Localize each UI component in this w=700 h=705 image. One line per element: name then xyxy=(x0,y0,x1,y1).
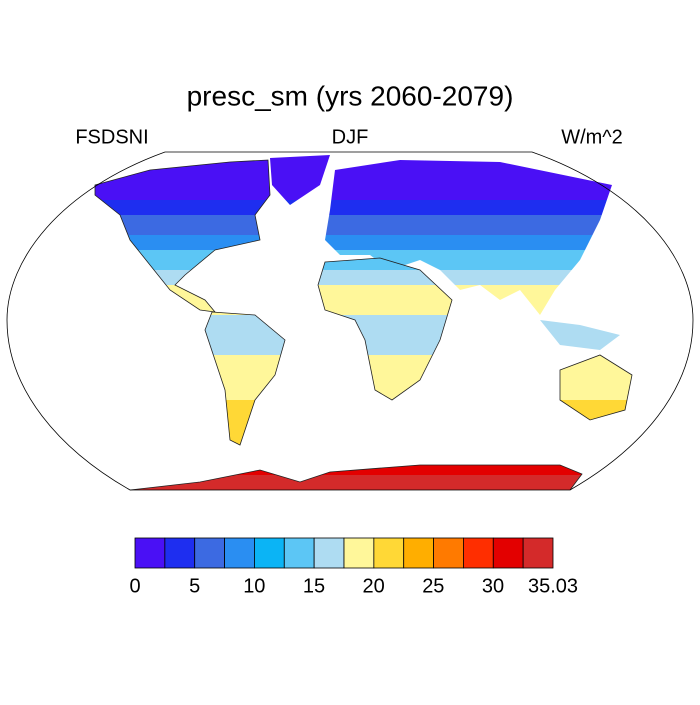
colorbar-box xyxy=(313,537,345,569)
colorbar-label: 20 xyxy=(363,575,385,597)
coastlines xyxy=(94,159,633,491)
left-string: FSDSNI xyxy=(75,126,148,148)
colorbar-box xyxy=(433,537,464,569)
colorbar-box xyxy=(224,537,255,569)
colorbar-box xyxy=(522,537,554,569)
colorbar-box xyxy=(134,537,166,569)
colorbar-label: 5 xyxy=(189,575,200,597)
colorbar-label: 25 xyxy=(422,575,444,597)
colorbar-label: 30 xyxy=(482,575,504,597)
colorbar-box xyxy=(403,537,434,569)
right-string: W/m^2 xyxy=(561,126,623,148)
colorbar-box xyxy=(463,537,494,569)
colorbar-box xyxy=(492,537,524,569)
colorbar-box xyxy=(164,537,196,569)
colorbar: 0 5 10 15 20 25 30 35.03 xyxy=(129,537,578,597)
colorbar-box xyxy=(373,537,405,569)
colorbar-box xyxy=(194,537,225,569)
colorbar-label: 0 xyxy=(129,575,140,597)
colorbar-label: 10 xyxy=(243,575,265,597)
map-fill xyxy=(95,155,632,490)
colorbar-box xyxy=(343,537,375,569)
title: presc_sm (yrs 2060-2079) xyxy=(187,80,514,111)
colorbar-label: 15 xyxy=(303,575,325,597)
center-string: DJF xyxy=(332,126,369,148)
colorbar-box xyxy=(254,537,285,569)
colorbar-label: 35.03 xyxy=(528,575,578,597)
colorbar-box xyxy=(283,537,315,569)
map-frame xyxy=(6,151,694,491)
